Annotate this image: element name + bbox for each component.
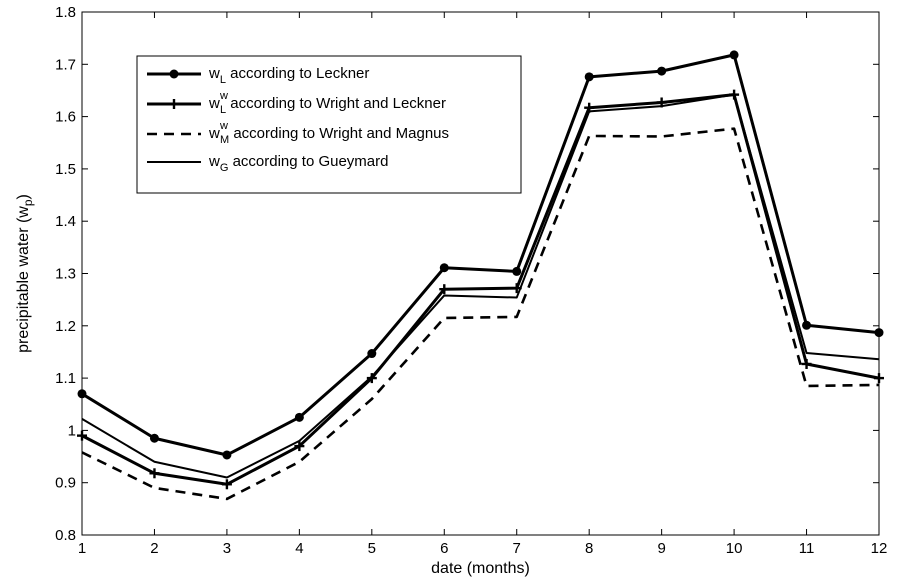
y-tick-label: 1.8 [55,4,76,21]
series-line-leckner [81,53,880,457]
x-tick-label: 10 [726,540,743,557]
x-tick-label: 12 [871,540,888,557]
legend-label: ww M according to Wright and Magnus [208,120,449,146]
legend-label: wL according to Leckner [208,65,369,86]
data-point [294,441,305,452]
x-tick-label: 4 [295,540,303,557]
x-tick-label: 6 [440,540,448,557]
data-point [221,479,232,490]
x-tick-label: 2 [150,540,158,557]
series-layer [77,50,884,501]
data-point [77,389,87,399]
data-point [512,266,522,276]
legend-item-leckner: wL according to Leckner [147,65,369,86]
legend-label-base: w [208,153,220,170]
series-line-wright-magnus [81,127,880,501]
legend-label: ww L according to Wright and Leckner [208,90,446,116]
data-point [222,450,232,460]
legend-label-text: according to Wright and Leckner [226,95,446,112]
series-wright-magnus [81,127,880,501]
y-tick-label: 0.8 [55,527,76,544]
legend-item-wright-leckner: ww L according to Wright and Leckner [147,90,446,116]
y-tick-label: 1.2 [55,318,76,335]
data-point [366,373,377,384]
x-tick-label: 3 [223,540,231,557]
legend-label-sub: L [220,104,226,116]
data-point [169,99,179,109]
axis-ticks: 1 2 3 4 5 6 7 8 9 10 11 120.80.911.11.21.31.41.51.6… [55,4,887,557]
data-point [584,72,594,82]
data-point [874,328,884,338]
y-axis-label: precipitable water (wp) [15,194,35,353]
y-tick-label: 1.4 [55,213,76,230]
legend-label: wG according to Gueymard [208,153,388,174]
legend-label-sub: L [220,74,226,86]
data-point [439,284,450,295]
legend-label-sub: G [220,162,229,174]
y-tick-label: 1.6 [55,109,76,126]
x-tick-label: 1 [78,540,86,557]
x-tick-label: 11 [799,540,815,557]
legend-label-text: according to Wright and Magnus [229,125,449,142]
data-point [77,430,87,441]
y-tick-label: 1.3 [55,266,76,283]
legend-label-sub: M [220,134,229,146]
series-gueymard [81,93,880,479]
legend-label-base: w [208,95,220,112]
data-point [367,349,377,359]
legend-item-wright-magnus: ww M according to Wright and Magnus [147,120,449,146]
data-point [439,263,449,273]
legend-label-base: w [208,65,220,82]
y-axis-label-sub: p [21,199,35,206]
x-tick-label: 5 [368,540,376,557]
y-axis-label-base: precipitable water (w [15,206,32,353]
y-tick-label: 1.1 [55,370,76,387]
x-axis-label: date (months) [431,560,530,577]
y-axis-label-end: ) [15,194,32,199]
data-point [169,69,179,79]
x-tick-label: 7 [513,540,521,557]
legend-label-text: according to Gueymard [228,153,388,170]
data-point [657,66,667,76]
data-point [149,468,160,479]
data-point [801,358,812,369]
series-leckner [77,50,884,460]
x-tick-label: 9 [657,540,665,557]
series-line-gueymard [81,93,880,479]
data-point [294,412,304,422]
y-tick-label: 1 [68,422,76,439]
y-tick-label: 0.9 [55,475,76,492]
legend-label-text: according to Leckner [226,65,369,82]
x-tick-label: 8 [585,540,593,557]
legend-label-base: w [208,125,220,142]
data-point [874,373,884,384]
data-point [149,433,159,443]
legend-label-sup: w [219,120,228,132]
legend-label-sup: w [219,90,228,102]
y-tick-label: 1.7 [55,56,76,73]
legend-item-gueymard: wG according to Gueymard [147,153,388,174]
data-point [802,320,812,330]
y-tick-label: 1.5 [55,161,76,178]
legend-box [136,55,522,194]
data-point [729,50,739,60]
